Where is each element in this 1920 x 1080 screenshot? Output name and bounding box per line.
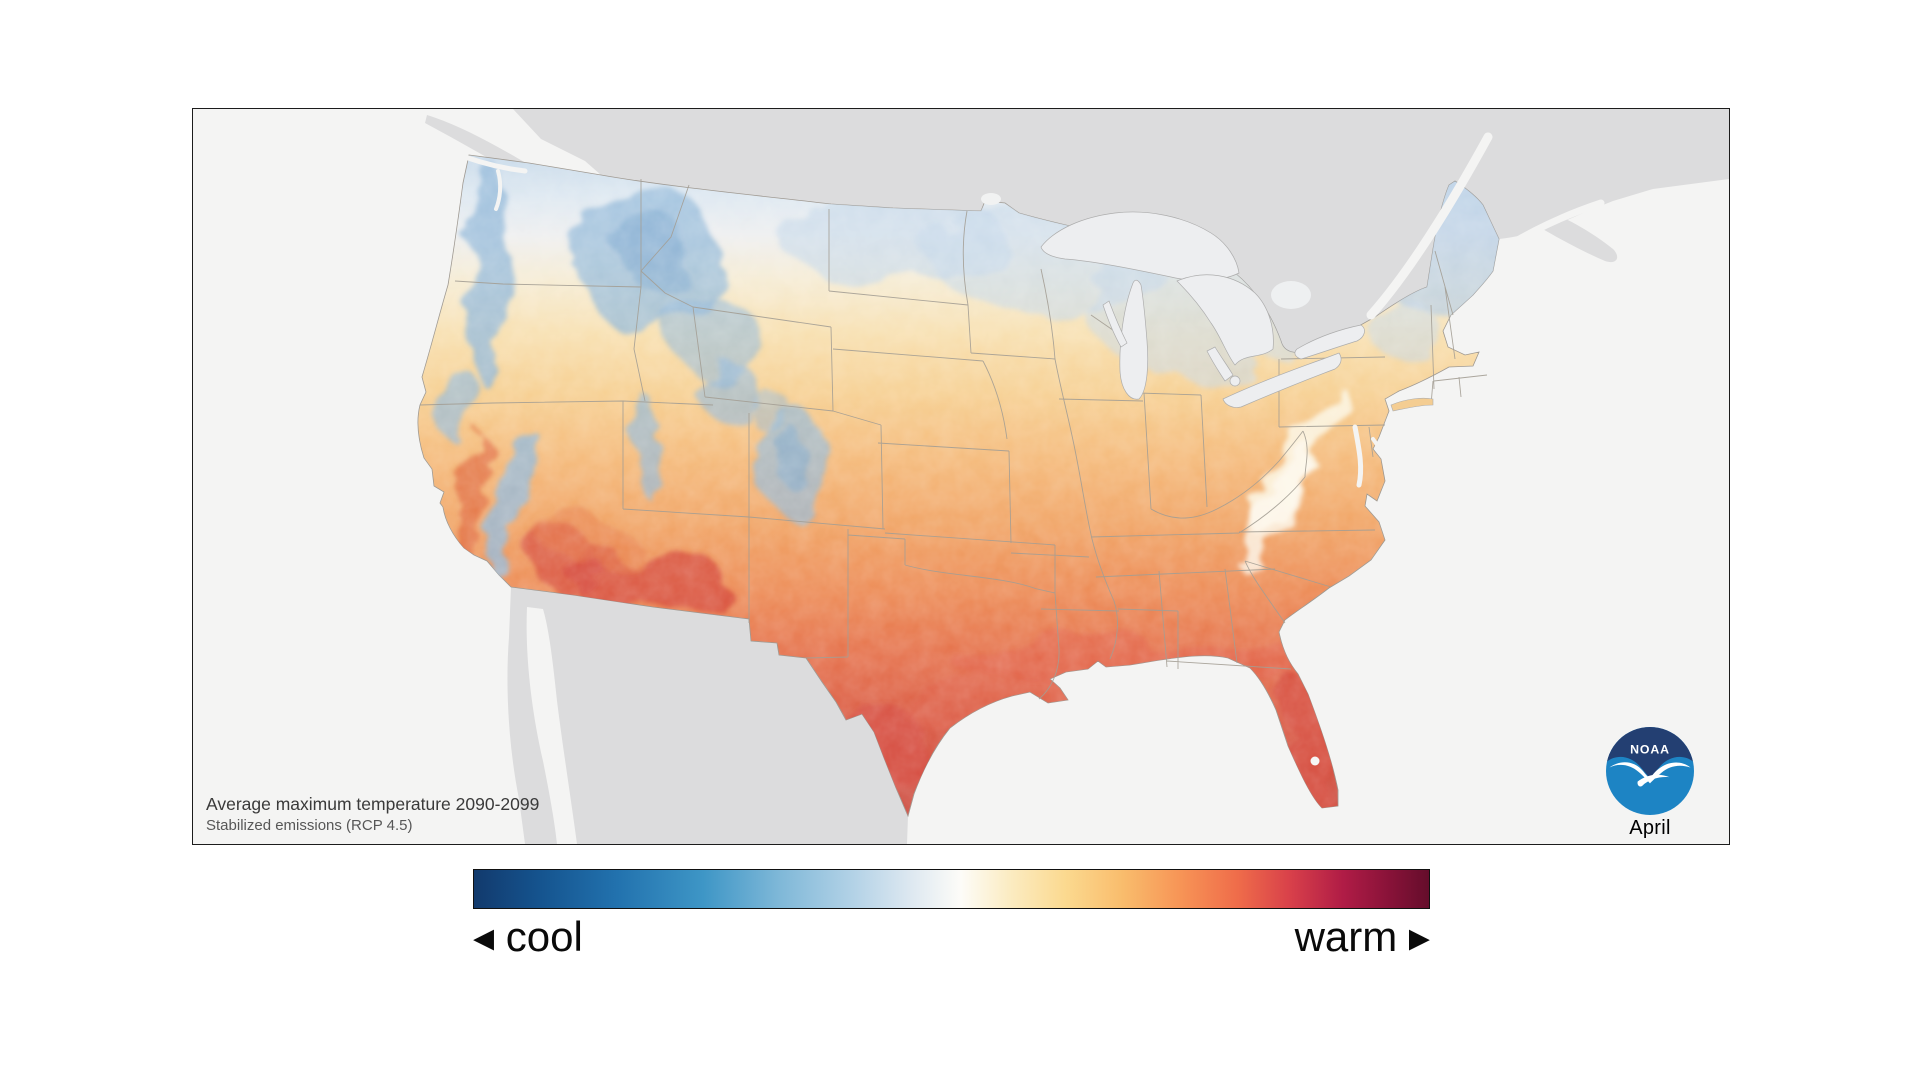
- warm-label: warm ▸: [1294, 913, 1430, 960]
- lake-huron: [1176, 274, 1274, 366]
- georgian-bay: [1271, 281, 1311, 309]
- lake-superior: [1040, 211, 1240, 281]
- nova-scotia: [1523, 205, 1618, 263]
- noaa-logo: NOAA: [1606, 727, 1694, 815]
- strait-juan-de-fuca: [462, 154, 528, 174]
- island-2: [1586, 135, 1630, 151]
- bay-of-fundy: [1505, 199, 1605, 249]
- water-channels: [462, 132, 1605, 488]
- us-temperature-map: [193, 109, 1729, 844]
- st-lawrence-river: [1366, 132, 1493, 320]
- seagull-body: [1637, 774, 1670, 787]
- mexico-landmass: [507, 587, 908, 844]
- puget-sound: [494, 169, 503, 211]
- caption-subtitle: Stabilized emissions (RCP 4.5): [206, 816, 413, 834]
- noaa-logo-text: NOAA: [1630, 742, 1670, 756]
- lake-of-the-woods: [981, 193, 1001, 205]
- noaa-logo-block: NOAA April: [1595, 727, 1705, 840]
- saginaw-bay: [1206, 346, 1234, 382]
- chesapeake-bay: [1352, 424, 1364, 488]
- cool-label: ◂ cool: [473, 913, 583, 960]
- delaware-bay: [1371, 437, 1385, 455]
- lake-okeechobee: [1310, 756, 1320, 766]
- long-island: [1390, 397, 1434, 412]
- month-label: April: [1629, 817, 1671, 839]
- lake-michigan: [1119, 279, 1149, 400]
- noaa-logo-crest: [1606, 727, 1694, 779]
- green-bay: [1102, 300, 1128, 348]
- state-borders: [419, 179, 1488, 700]
- lake-st-clair: [1229, 375, 1241, 387]
- caption-title: Average maximum temperature 2090-2099: [206, 793, 540, 814]
- map-panel: Average maximum temperature 2090-2099 St…: [192, 108, 1730, 845]
- island-1: [1588, 112, 1698, 142]
- colorbar-labels: ◂ cool warm ▸: [473, 913, 1430, 974]
- lake-erie: [1222, 352, 1342, 408]
- colorbar-gradient: [473, 869, 1430, 909]
- prince-edward-island: [1567, 176, 1615, 190]
- lake-ontario: [1294, 324, 1365, 360]
- island-3: [1675, 157, 1715, 173]
- caption: Average maximum temperature 2090-2099 St…: [206, 793, 539, 835]
- great-lakes: [1040, 211, 1365, 408]
- gulf-of-california: [526, 607, 577, 844]
